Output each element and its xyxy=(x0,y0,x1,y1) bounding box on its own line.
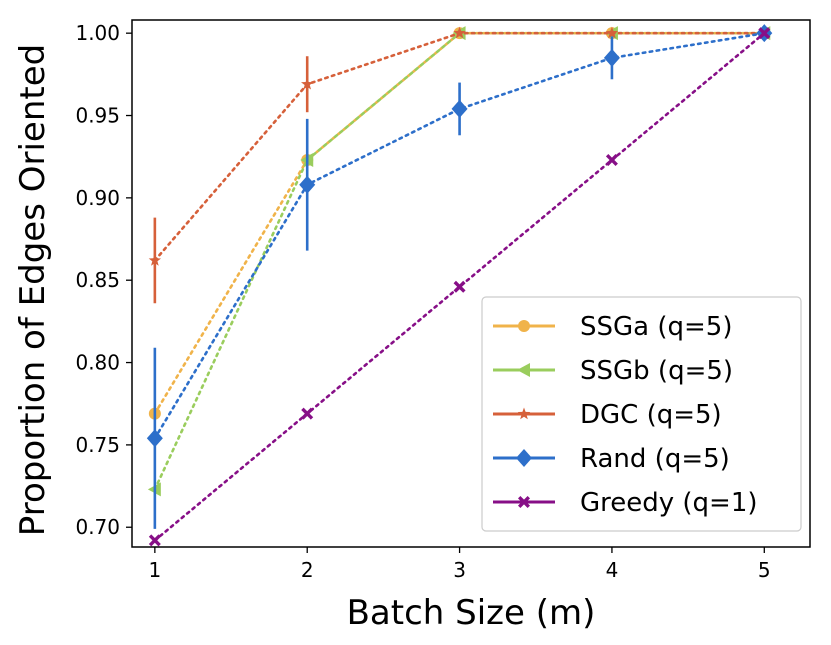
legend-marker xyxy=(518,320,530,332)
legend-label: Rand (q=5) xyxy=(580,444,730,474)
y-tick-label: 0.70 xyxy=(75,515,120,539)
data-point xyxy=(605,26,619,39)
data-point xyxy=(603,48,620,67)
legend-item: SSGa (q=5) xyxy=(493,312,732,342)
data-point xyxy=(758,27,771,40)
legend-item: SSGb (q=5) xyxy=(493,356,733,386)
data-point xyxy=(301,77,314,90)
legend-label: DGC (q=5) xyxy=(580,400,722,430)
data-point xyxy=(148,534,161,547)
legend-item: DGC (q=5) xyxy=(493,400,722,430)
data-point xyxy=(453,26,466,39)
legend-marker xyxy=(517,407,531,420)
legend-label: Greedy (q=1) xyxy=(580,488,758,518)
x-tick-label: 1 xyxy=(148,558,161,582)
x-tick-label: 5 xyxy=(758,558,771,582)
legend-label: SSGa (q=5) xyxy=(580,312,732,342)
y-tick-label: 0.75 xyxy=(75,433,120,457)
legend-label: SSGb (q=5) xyxy=(580,356,733,386)
series-line xyxy=(153,31,766,440)
series-layer xyxy=(146,24,773,547)
series-greedy xyxy=(148,27,771,547)
data-point xyxy=(453,280,466,293)
data-point xyxy=(605,153,618,166)
legend-item: Rand (q=5) xyxy=(493,444,730,474)
x-tick-label: 3 xyxy=(453,558,466,582)
legend: SSGa (q=5) SSGb (q=5) DGC (q=5) Rand (q=5) G… xyxy=(481,296,802,532)
data-point xyxy=(451,99,468,118)
data-point xyxy=(148,253,162,266)
data-point xyxy=(146,429,163,448)
legend-marker xyxy=(517,363,530,377)
y-tick-label: 0.90 xyxy=(75,186,120,210)
legend-marker xyxy=(516,449,532,467)
data-point xyxy=(299,175,316,194)
x-tick-label: 4 xyxy=(606,558,619,582)
legend-marker xyxy=(518,496,530,508)
plot-frame xyxy=(131,19,811,548)
series-line xyxy=(153,31,766,542)
y-tick-label: 0.80 xyxy=(75,351,120,375)
x-axis-title: Batch Size (m) xyxy=(347,593,596,633)
data-point xyxy=(301,407,314,420)
ticks-layer: 0.70 0.75 0.80 0.85 0.90 0.95 1.00 1 2 3 4 5 xyxy=(75,21,770,582)
y-tick-label: 1.00 xyxy=(75,21,120,45)
y-axis-title: Proportion of Edges Oriented xyxy=(13,44,53,536)
legend-box xyxy=(481,296,802,532)
x-tick-label: 2 xyxy=(301,558,314,582)
series-line xyxy=(153,31,766,415)
y-tick-label: 0.85 xyxy=(75,268,120,292)
y-tick-label: 0.95 xyxy=(75,104,120,128)
legend-item: Greedy (q=1) xyxy=(493,488,758,518)
